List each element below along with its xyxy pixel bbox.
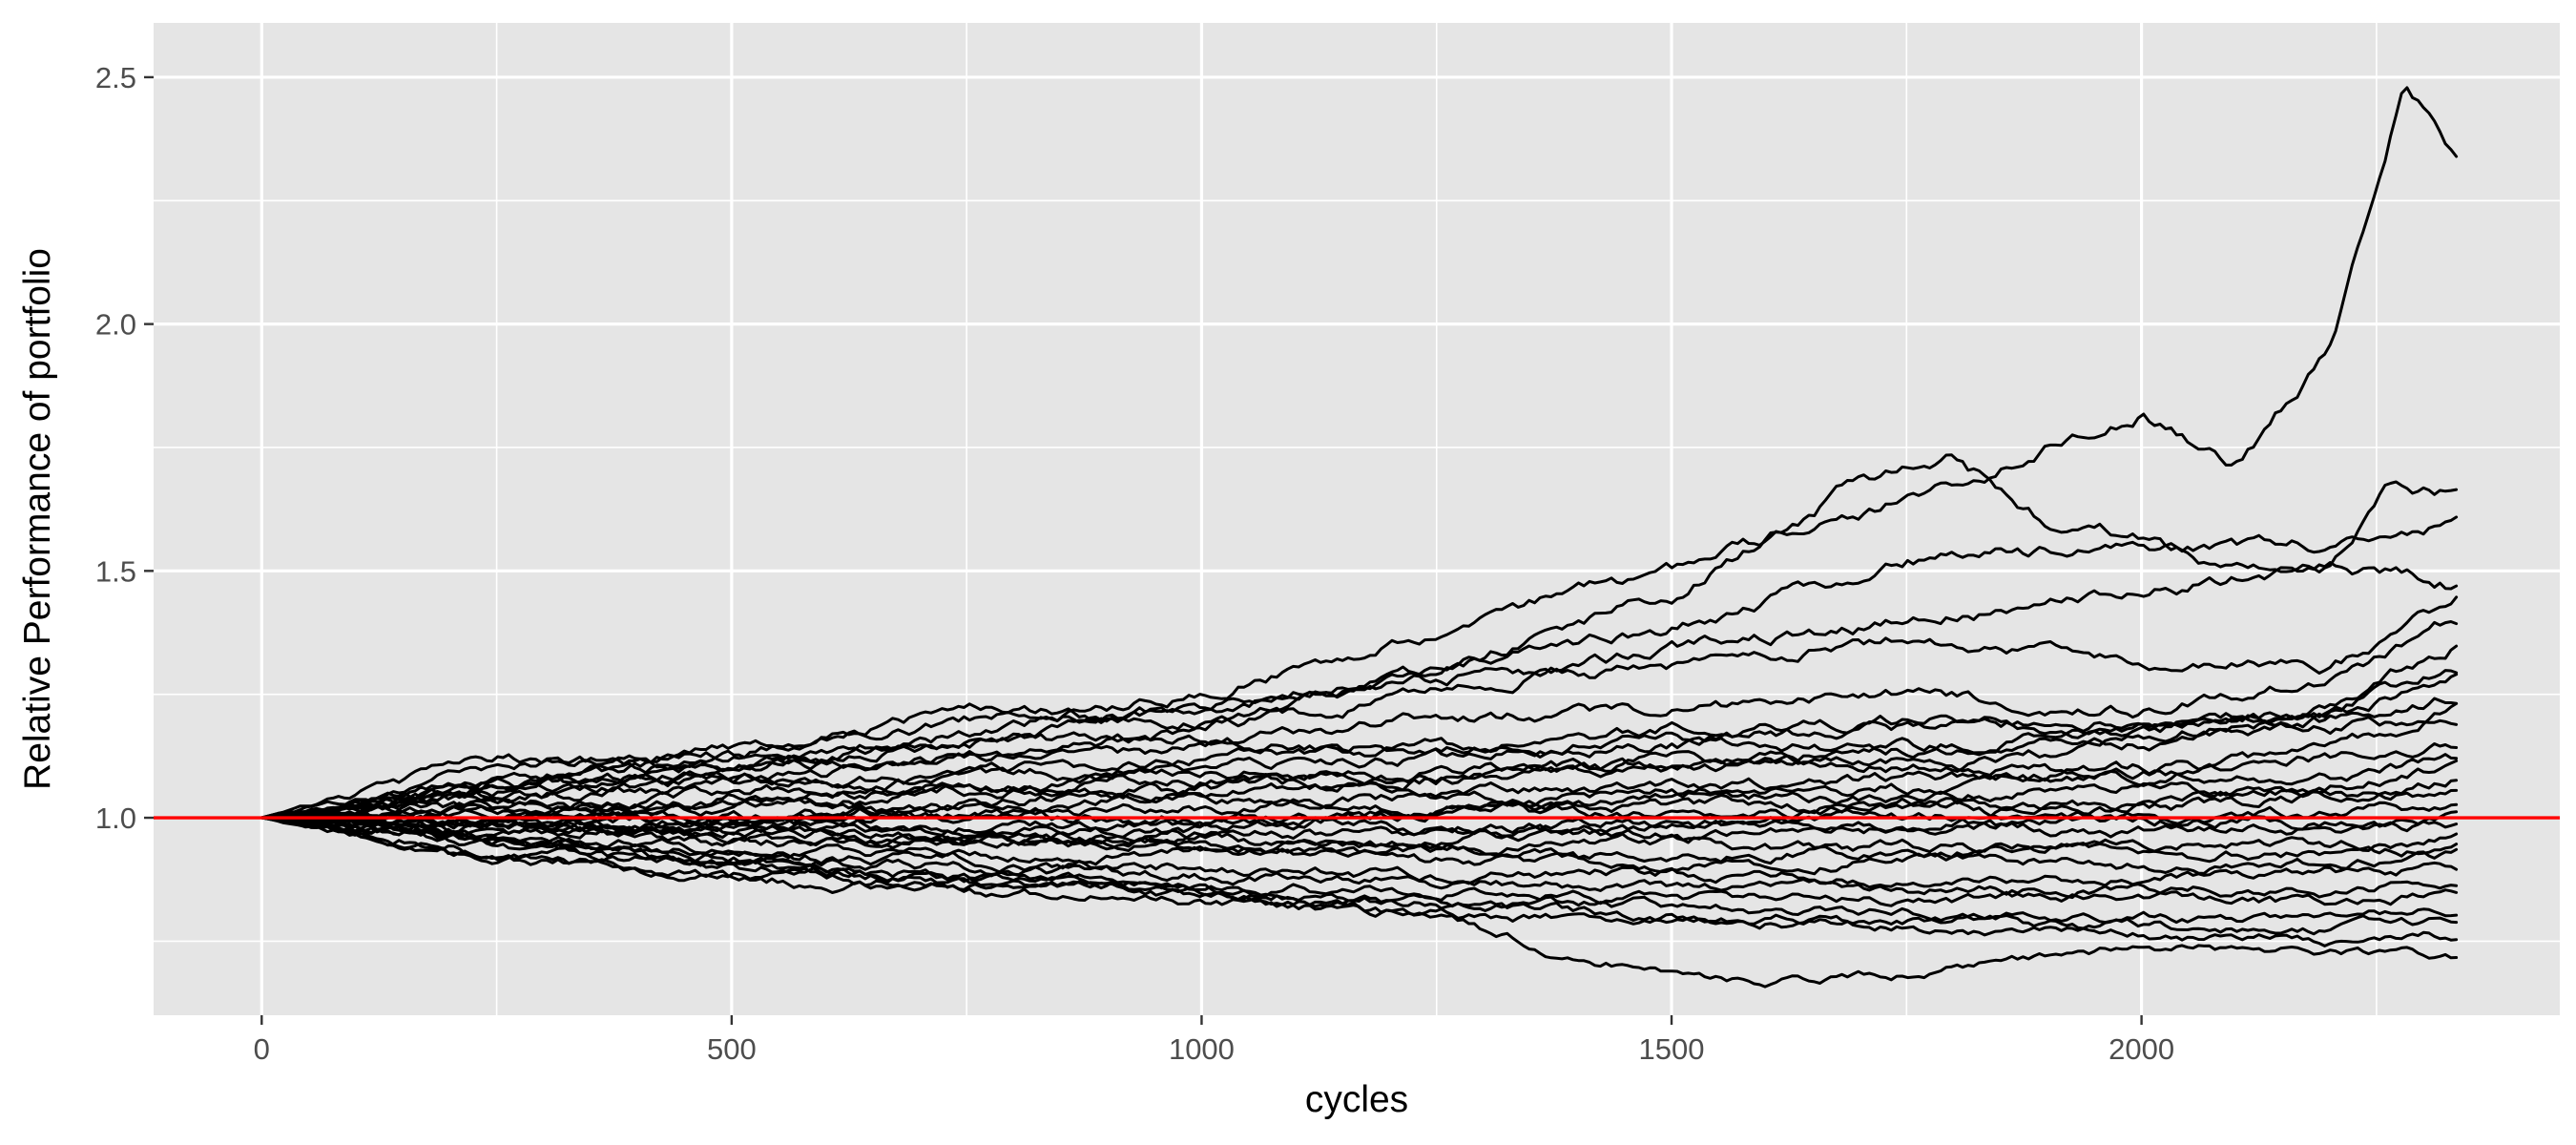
y-tick-label: 2.5 xyxy=(95,61,136,94)
x-axis-ticks: 0 500 1000 1500 2000 xyxy=(254,1015,2174,1066)
y-tick-label: 2.0 xyxy=(95,308,136,342)
x-tick-label: 500 xyxy=(707,1032,757,1066)
series-line xyxy=(260,701,2459,849)
series-line xyxy=(260,753,2459,820)
series-line xyxy=(260,788,2459,824)
minor-gridlines xyxy=(154,23,2560,1015)
x-axis-title: cycles xyxy=(1305,1079,1408,1120)
y-tick-label: 1.5 xyxy=(95,554,136,588)
series-lines xyxy=(260,86,2459,989)
x-tick-label: 2000 xyxy=(2109,1032,2174,1066)
series-line xyxy=(260,620,2459,820)
x-tick-label: 1000 xyxy=(1169,1032,1235,1066)
series-line xyxy=(260,716,2459,820)
series-line xyxy=(260,759,2459,856)
plot-panel xyxy=(154,23,2560,1015)
series-line xyxy=(260,816,2459,989)
series-line xyxy=(260,816,2459,907)
y-axis-ticks: 1.0 1.5 2.0 2.5 xyxy=(95,61,154,835)
y-tick-label: 1.0 xyxy=(95,802,136,835)
y-axis-title: Relative Performance of portfolio xyxy=(17,248,58,790)
series-line xyxy=(260,644,2459,820)
x-tick-label: 0 xyxy=(254,1032,270,1066)
series-line xyxy=(260,816,2459,876)
series-line xyxy=(260,673,2459,843)
series-line xyxy=(260,453,2459,820)
series-line xyxy=(260,86,2459,820)
x-tick-label: 1500 xyxy=(1639,1032,1705,1066)
series-line xyxy=(260,816,2459,925)
series-line xyxy=(260,595,2459,820)
